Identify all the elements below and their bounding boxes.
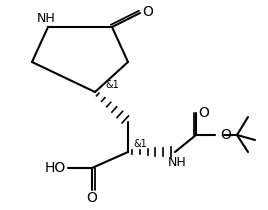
Text: &1: &1 [133, 139, 147, 149]
Text: HO: HO [44, 161, 66, 175]
Text: O: O [220, 128, 231, 142]
Text: NH: NH [168, 155, 186, 168]
Text: NH: NH [37, 12, 55, 25]
Text: O: O [87, 191, 98, 205]
Text: O: O [199, 106, 209, 120]
Text: &1: &1 [105, 80, 119, 90]
Text: O: O [143, 5, 154, 19]
